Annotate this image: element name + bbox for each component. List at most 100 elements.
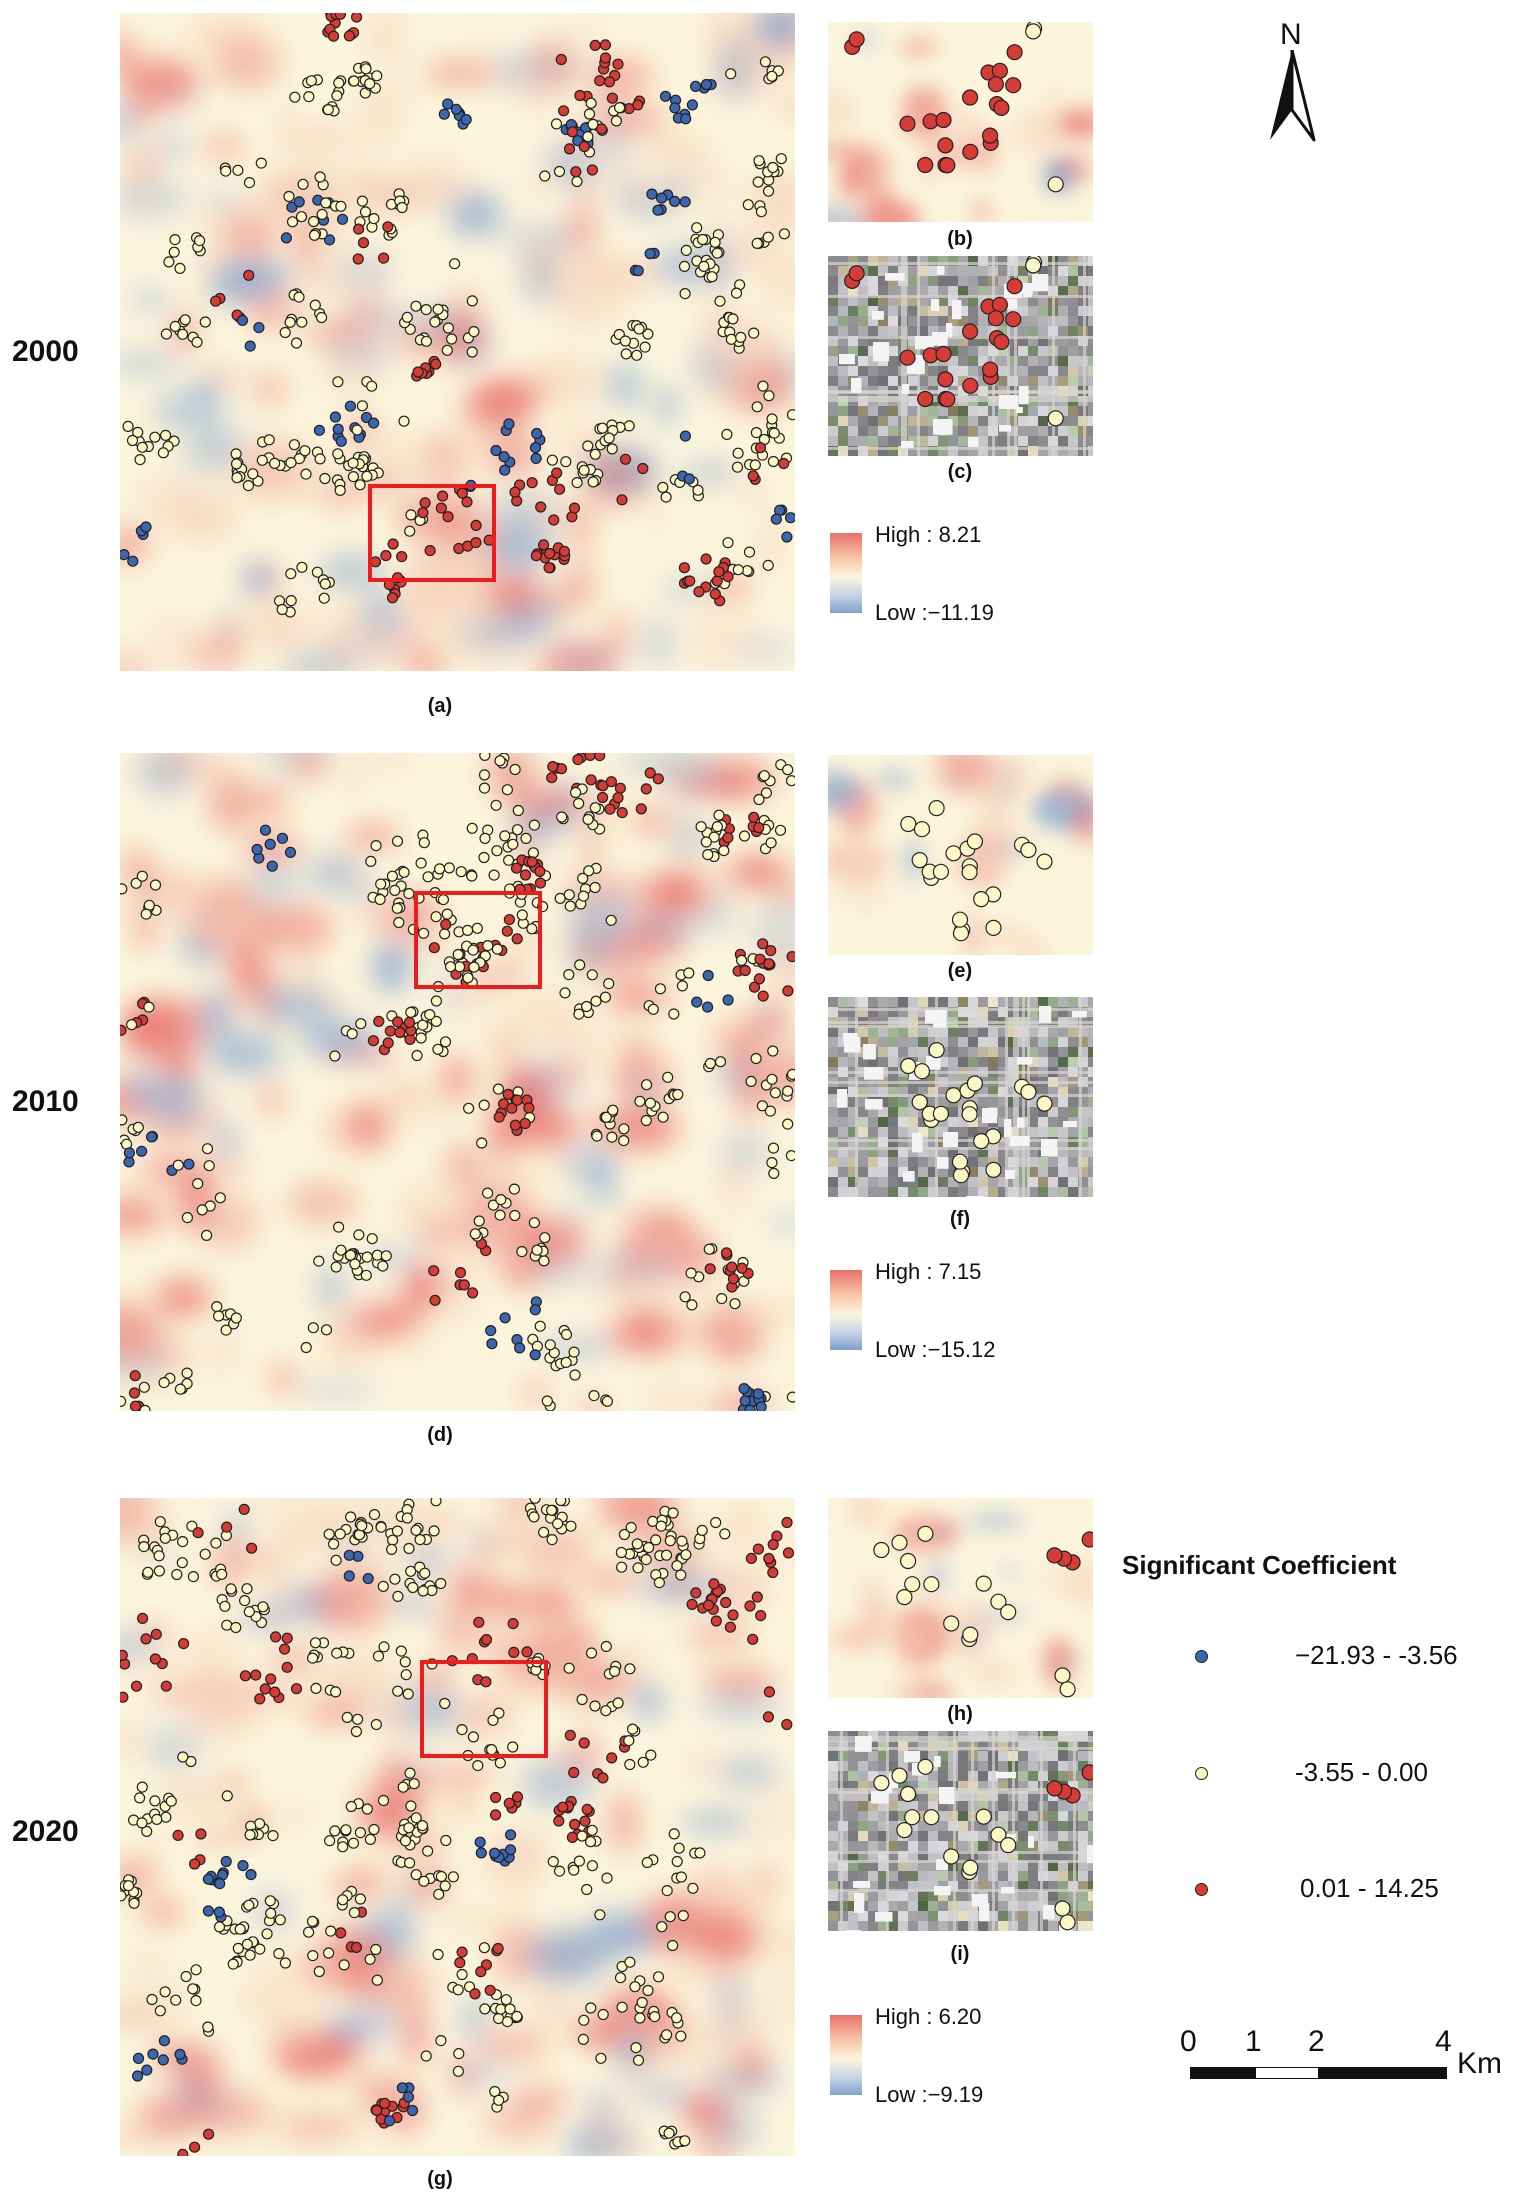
sample-point [985,1161,1002,1178]
sample-point [555,53,567,66]
sample-point [142,1566,154,1578]
sample-point [769,1087,782,1099]
sample-point [264,838,276,850]
sample-point [352,253,364,265]
sample-point [403,1822,415,1834]
sample-point [993,333,1010,351]
sample-point [200,1229,213,1241]
sample-point [722,832,734,844]
sample-point [134,1792,146,1804]
sample-point [782,1118,794,1130]
sample-point [751,237,763,249]
sample-point [405,1006,417,1018]
sample-point [577,890,590,902]
sample-point [418,927,430,939]
sample-point [452,2065,464,2077]
caption-e: (e) [947,960,973,982]
sample-point [619,453,632,465]
sample-point [632,1562,644,1574]
sample-point [127,555,139,567]
sample-point [765,837,777,849]
sample-point [660,1549,673,1561]
sample-point [975,1575,992,1592]
sample-point [766,70,778,82]
sample-point [487,1199,499,1211]
sample-point [696,1524,708,1537]
sample-point [1081,1531,1093,1548]
sample-point [474,1836,486,1848]
sample-point [290,1683,303,1695]
sample-point [544,1339,556,1351]
sample-point [750,1052,762,1065]
sample-point [655,192,668,204]
sample-point [330,1261,342,1273]
sample-point [519,1117,531,1130]
satellite-panel-c [828,256,1093,456]
sample-point [150,1628,162,1640]
sample-point [704,1263,716,1275]
sample-point [656,1921,668,1933]
sample-point [361,470,373,482]
sample-point [256,454,268,466]
sample-point [606,1752,618,1764]
sample-point [371,2104,383,2117]
sample-point [726,1261,738,1273]
sample-point [646,188,658,200]
sample-point [230,448,242,460]
sample-point [582,440,594,452]
sample-point [945,845,962,862]
sample-point [158,2035,171,2047]
sample-point [641,1856,653,1869]
color-ramp-2020 [830,2015,862,2095]
sample-point [435,2034,447,2047]
sample-point [450,103,462,116]
sample-point [454,1957,466,1969]
sample-point [263,434,275,446]
sample-point [328,1538,340,1550]
sample-point [899,1552,917,1570]
sample-point [891,1534,908,1551]
sample-point [778,228,791,240]
sample-point [781,1516,793,1529]
sample-point [366,380,378,392]
sample-point [544,547,556,560]
sample-point [407,1581,419,1594]
sample-point [284,316,296,328]
sample-point [174,1383,187,1395]
sample-point [900,815,917,833]
sample-point [391,1525,403,1537]
sample-point [120,1649,128,1661]
sample-point [398,866,410,878]
sample-point [530,550,542,562]
sample-point [490,799,502,811]
sample-point [136,441,148,453]
sample-point [782,764,794,776]
sample-point [366,1233,378,1245]
sample-point [374,893,386,906]
sample-point [138,1381,150,1393]
coefficient-map-g [120,1498,795,2156]
sample-point [202,1905,215,1917]
sample-point [293,196,305,208]
sample-point [354,479,366,491]
north-arrow: N [1262,18,1322,143]
sample-point [516,1246,528,1258]
sample-point [606,92,618,104]
sample-point [571,175,583,188]
sample-point [631,1538,643,1550]
sample-point [172,1829,184,1841]
sample-point [962,143,979,160]
sample-point [657,481,669,493]
sample-point [244,1949,256,1961]
sample-point [370,1943,382,1956]
sample-point [246,1542,258,1554]
sample-point [494,755,506,767]
sample-point [720,1596,732,1609]
sample-point [307,1652,319,1664]
sample-point [439,1880,451,1892]
sample-point [417,1585,429,1597]
sample-point [896,1821,913,1839]
satellite-image-f [828,997,1093,1197]
sample-point [120,549,130,561]
sample-point [581,1803,593,1815]
